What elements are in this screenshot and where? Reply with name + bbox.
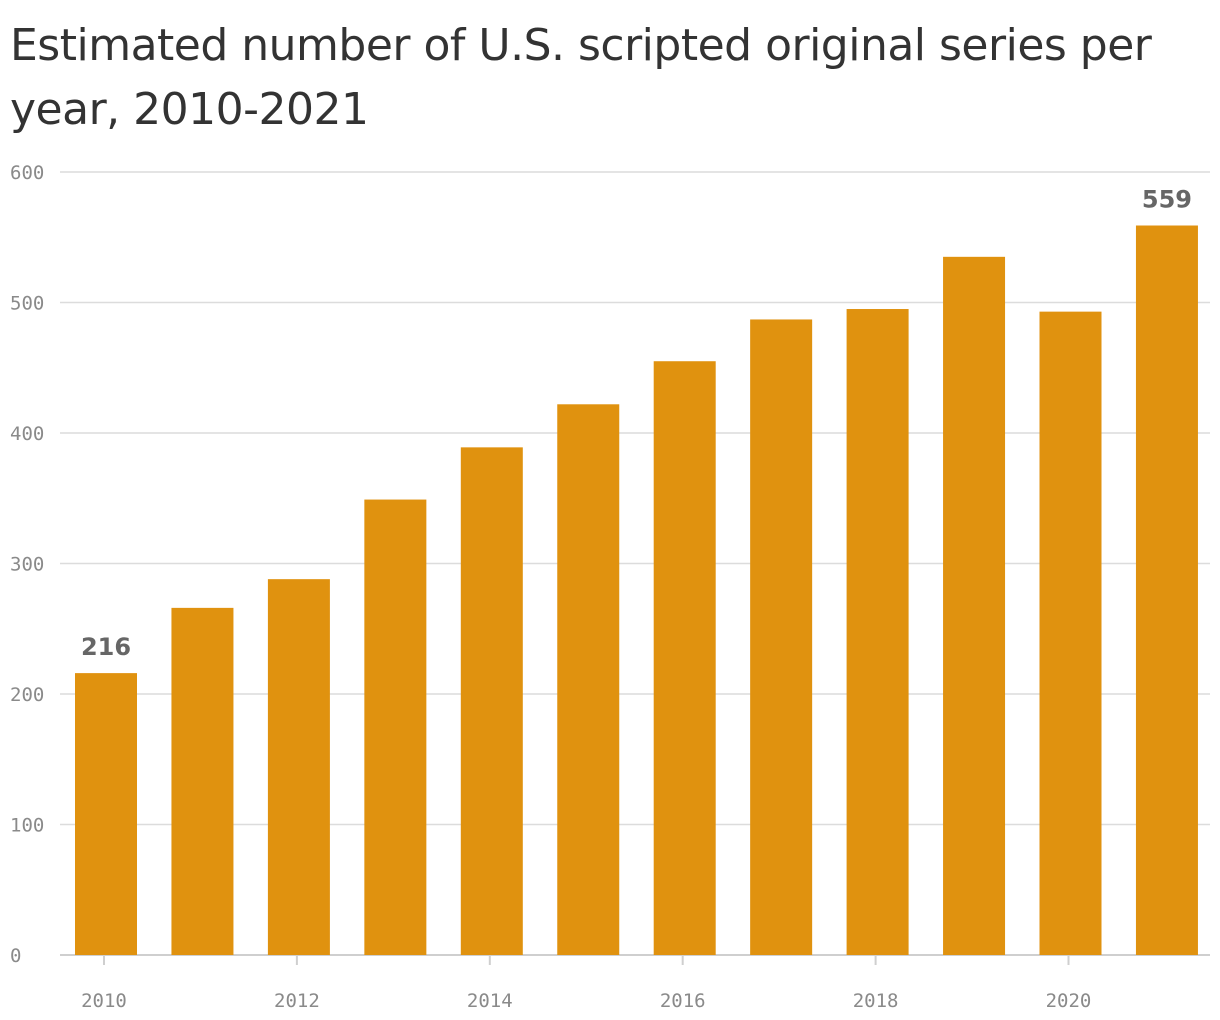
x-axis-ticks: 2010 2012 2014 2016 2018 2020 (81, 955, 1091, 1012)
x-tick-label-2012: 2012 (274, 990, 320, 1012)
y-axis-ticks: 0 100 200 300 400 500 600 (10, 162, 44, 967)
data-labels: 216 559 (81, 186, 1192, 662)
gridlines (60, 171, 1210, 956)
x-tick-label-2020: 2020 (1046, 990, 1092, 1012)
bar-2021 (1135, 225, 1198, 955)
bar-2017 (750, 319, 813, 956)
bar-2016 (653, 361, 716, 956)
y-tick-label-400: 400 (10, 423, 44, 445)
x-tick-label-2018: 2018 (853, 990, 899, 1012)
bar-2015 (557, 404, 620, 955)
bar-2013 (364, 499, 427, 955)
data-label-2010: 216 (81, 633, 131, 661)
x-tick-label-2010: 2010 (81, 990, 127, 1012)
y-tick-label-500: 500 (10, 293, 44, 315)
y-tick-label-200: 200 (10, 684, 44, 706)
data-label-2021: 559 (1142, 186, 1192, 214)
y-tick-label-600: 600 (10, 162, 44, 184)
bar-2020 (1039, 311, 1102, 955)
y-tick-label-0: 0 (10, 945, 21, 967)
bar-2010 (75, 673, 137, 955)
bars (75, 225, 1198, 956)
x-tick-label-2014: 2014 (467, 990, 513, 1012)
y-tick-label-100: 100 (10, 815, 44, 837)
chart-title: Estimated number of U.S. scripted origin… (10, 20, 1152, 135)
bar-2018 (846, 309, 909, 955)
bar-2014 (460, 447, 523, 955)
x-tick-label-2016: 2016 (660, 990, 706, 1012)
bar-2019 (943, 256, 1006, 955)
bar-2011 (171, 607, 234, 955)
y-tick-label-300: 300 (10, 554, 44, 576)
bar-2012 (267, 579, 330, 955)
